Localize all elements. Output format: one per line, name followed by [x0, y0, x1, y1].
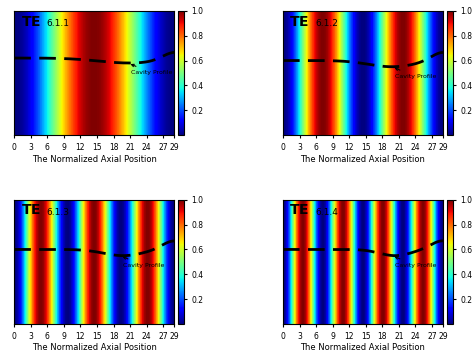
X-axis label: The Normalized Axial Position: The Normalized Axial Position: [32, 154, 157, 163]
Text: 6.1.2: 6.1.2: [315, 19, 338, 28]
Text: 6.1.4: 6.1.4: [315, 208, 338, 217]
X-axis label: The Normalized Axial Position: The Normalized Axial Position: [301, 343, 425, 352]
Text: Cavity Profile: Cavity Profile: [123, 257, 164, 268]
Text: $\mathbf{TE}$: $\mathbf{TE}$: [289, 14, 309, 28]
Text: $\mathbf{TE}$: $\mathbf{TE}$: [21, 14, 40, 28]
Text: Cavity Profile: Cavity Profile: [394, 257, 436, 268]
Text: $\mathbf{TE}$: $\mathbf{TE}$: [21, 203, 40, 217]
Text: 6.1.1: 6.1.1: [46, 19, 69, 28]
Text: $\mathbf{TE}$: $\mathbf{TE}$: [289, 203, 309, 217]
X-axis label: The Normalized Axial Position: The Normalized Axial Position: [32, 343, 157, 352]
Text: 6.1.3: 6.1.3: [46, 208, 69, 217]
Text: Cavity Profile: Cavity Profile: [394, 68, 436, 79]
X-axis label: The Normalized Axial Position: The Normalized Axial Position: [301, 154, 425, 163]
Text: Cavity Profile: Cavity Profile: [131, 64, 172, 75]
